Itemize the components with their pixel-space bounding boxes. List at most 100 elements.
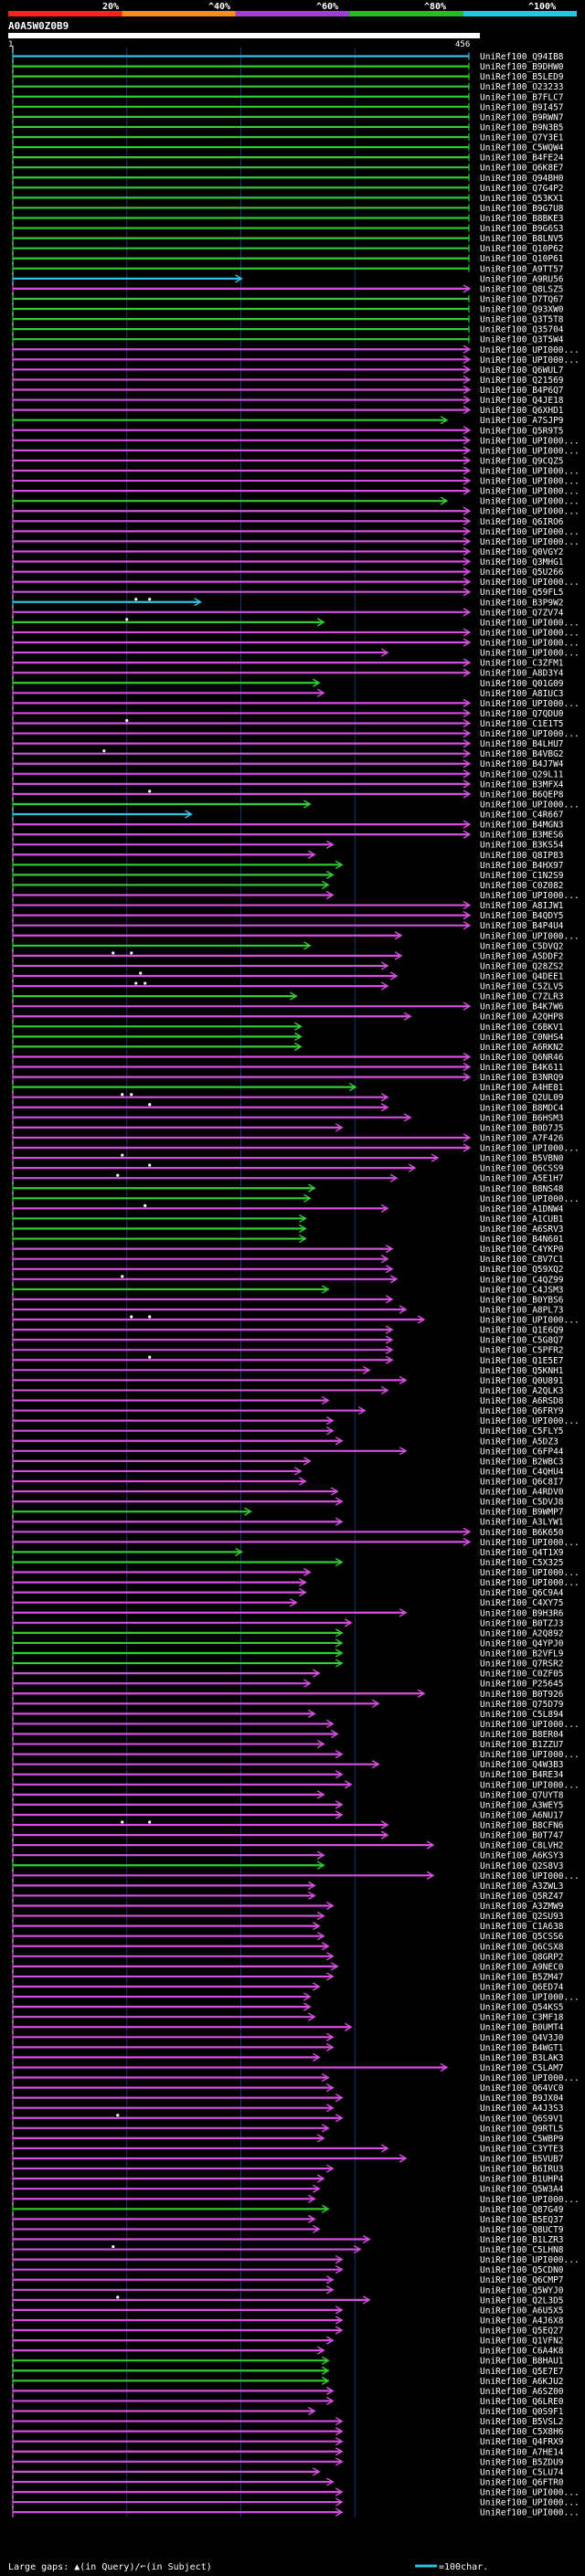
hit-label[interactable]: UniRef100_UPI000...	[480, 527, 580, 537]
hit-row[interactable]: UniRef100_B7FLC7	[12, 92, 564, 102]
hit-label[interactable]: UniRef100_B8NS48	[480, 1184, 564, 1194]
hit-row[interactable]: UniRef100_Q94BH0	[12, 174, 564, 184]
hit-row[interactable]: UniRef100_Q3T5W4	[12, 335, 564, 345]
hit-label[interactable]: UniRef100_C5WQW4	[480, 143, 564, 154]
hit-label[interactable]: UniRef100_C5ZLV5	[480, 982, 564, 992]
hit-label[interactable]: UniRef100_Q5W3A4	[480, 2185, 564, 2195]
hit-label[interactable]: UniRef100_UPI000...	[480, 1194, 580, 1204]
hit-label[interactable]: UniRef100_C6A4K8	[480, 2347, 564, 2357]
hit-row[interactable]: UniRef100_Q4T1X9	[12, 1547, 564, 1558]
hit-row[interactable]: UniRef100_B9G6S3	[12, 224, 564, 234]
hit-label[interactable]: UniRef100_A9RU56	[480, 274, 564, 284]
hit-row[interactable]: UniRef100_Q6CSX8	[12, 1942, 564, 1952]
hit-row[interactable]: UniRef100_B9N3B5	[12, 122, 564, 133]
hit-label[interactable]: UniRef100_B6QEP8	[480, 790, 564, 800]
hit-row[interactable]: UniRef100_A6SRV3	[12, 1224, 564, 1235]
hit-label[interactable]: UniRef100_Q2SU93	[480, 1912, 564, 1922]
hit-row[interactable]: UniRef100_UPI000...	[12, 618, 580, 628]
hit-row[interactable]: UniRef100_D7TQ67	[12, 294, 564, 304]
hit-row[interactable]: UniRef100_A6RKN2	[12, 1042, 564, 1053]
hit-label[interactable]: UniRef100_A3WEY5	[480, 1800, 564, 1810]
hit-label[interactable]: UniRef100_B4K7W6	[480, 1002, 564, 1012]
hit-row[interactable]: UniRef100_Q53KX1	[12, 194, 564, 204]
hit-label[interactable]: UniRef100_Q6S9V1	[480, 2114, 564, 2124]
hit-label[interactable]: UniRef100_Q6LRE0	[480, 2397, 564, 2407]
hit-label[interactable]: UniRef100_UPI000...	[480, 1871, 580, 1882]
hit-label[interactable]: UniRef100_C3ZFM1	[480, 659, 564, 669]
hit-label[interactable]: UniRef100_UPI000...	[480, 355, 580, 366]
hit-row[interactable]: UniRef100_C5X8H6	[12, 2427, 564, 2437]
hit-row[interactable]: UniRef100_B5VUB7	[12, 2154, 564, 2165]
hit-label[interactable]: UniRef100_C5DVJ8	[480, 1498, 564, 1508]
hit-row[interactable]: UniRef100_A6NU17	[12, 1810, 564, 1820]
hit-row[interactable]: UniRef100_A9TT57	[12, 264, 564, 274]
hit-label[interactable]: UniRef100_Q5CSS6	[480, 1932, 564, 1942]
hit-row[interactable]: UniRef100_Q6NR46	[12, 1052, 564, 1063]
hit-label[interactable]: UniRef100_A3ZMW9	[480, 1902, 564, 1912]
hit-row[interactable]: UniRef100_UPI000...	[12, 1193, 580, 1204]
hit-row[interactable]: UniRef100_UPI000...	[12, 1871, 580, 1882]
hit-row[interactable]: UniRef100_Q0VGY2	[12, 546, 564, 557]
hit-label[interactable]: UniRef100_B8BKE3	[480, 214, 564, 224]
hit-row[interactable]: UniRef100_C6A4K8	[12, 2346, 564, 2357]
hit-row[interactable]: UniRef100_B0YBS6	[12, 1295, 564, 1305]
hit-label[interactable]: UniRef100_B5LED9	[480, 72, 564, 82]
hit-row[interactable]: UniRef100_Q6C9A4	[12, 1588, 564, 1598]
hit-row[interactable]: UniRef100_Q6WUL7	[12, 365, 564, 376]
hit-row[interactable]: UniRef100_UPI000...	[12, 1992, 580, 2003]
hit-row[interactable]: UniRef100_UPI000...	[12, 1577, 580, 1588]
hit-row[interactable]: UniRef100_B8ER04	[12, 1729, 564, 1740]
hit-label[interactable]: UniRef100_B6HSM3	[480, 1113, 564, 1123]
hit-row[interactable]: UniRef100_Q1VFN2	[12, 2336, 564, 2347]
hit-row[interactable]: UniRef100_A1DNW4	[12, 1203, 564, 1214]
hit-row[interactable]: UniRef100_B9DHW0	[12, 62, 564, 72]
hit-label[interactable]: UniRef100_B1LZR3	[480, 2235, 564, 2245]
hit-label[interactable]: UniRef100_Q87G49	[480, 2205, 564, 2215]
hit-row[interactable]: UniRef100_A8IUC3	[12, 688, 564, 699]
hit-label[interactable]: UniRef100_A2Q892	[480, 1628, 564, 1638]
hit-label[interactable]: UniRef100_UPI000...	[480, 891, 580, 901]
hit-label[interactable]: UniRef100_B4VBG2	[480, 749, 564, 759]
hit-row[interactable]: UniRef100_C5G8Q7	[12, 1335, 564, 1346]
hit-row[interactable]: UniRef100_P25645	[12, 1679, 564, 1690]
hit-row[interactable]: UniRef100_A8IJW1	[12, 900, 564, 911]
hit-row[interactable]: UniRef100_Q59FL5	[12, 588, 564, 598]
hit-row[interactable]: UniRef100_UPI000...	[12, 1780, 580, 1790]
hit-label[interactable]: UniRef100_B4QDY5	[480, 911, 564, 921]
hit-label[interactable]: UniRef100_Q5WYJ0	[480, 2285, 564, 2295]
hit-label[interactable]: UniRef100_C4YKP0	[480, 1245, 564, 1255]
hit-label[interactable]: UniRef100_UPI000...	[480, 618, 580, 628]
hit-row[interactable]: UniRef100_UPI000...	[12, 728, 580, 739]
hit-row[interactable]: UniRef100_UPI000...	[12, 648, 580, 659]
hit-row[interactable]: UniRef100_UPI000...	[12, 355, 580, 366]
hit-label[interactable]: UniRef100_Q6CSX8	[480, 1942, 564, 1952]
hit-row[interactable]: UniRef100_C8V7C1	[12, 1255, 564, 1265]
hit-row[interactable]: UniRef100_A4J6X8	[12, 2316, 564, 2326]
hit-label[interactable]: UniRef100_Q6CSS9	[480, 1164, 564, 1174]
hit-row[interactable]: UniRef100_UPI000...	[12, 2507, 580, 2518]
hit-row[interactable]: UniRef100_C4QHU4	[12, 1467, 564, 1477]
hit-row[interactable]: UniRef100_B5EQ37	[12, 2214, 564, 2225]
hit-label[interactable]: UniRef100_A6SRV3	[480, 1224, 564, 1235]
hit-row[interactable]: UniRef100_B4P4U4	[12, 921, 564, 931]
hit-row[interactable]: UniRef100_Q01G09	[12, 678, 564, 689]
hit-row[interactable]: UniRef100_Q8UCT9	[12, 2224, 564, 2235]
hit-row[interactable]: UniRef100_C3MF18	[12, 2012, 564, 2023]
hit-label[interactable]: UniRef100_B5ZM47	[480, 1972, 564, 1982]
hit-row[interactable]: UniRef100_UPI000...	[12, 578, 580, 588]
hit-label[interactable]: UniRef100_A4J6X8	[480, 2316, 564, 2326]
hit-row[interactable]: UniRef100_C4R667	[12, 810, 564, 821]
hit-label[interactable]: UniRef100_D7TQ67	[480, 294, 564, 304]
hit-row[interactable]: UniRef100_Q1E6Q9	[12, 1325, 564, 1336]
hit-row[interactable]: UniRef100_B6K650	[12, 1527, 564, 1538]
hit-row[interactable]: UniRef100_UPI000...	[12, 2072, 580, 2083]
hit-row[interactable]: UniRef100_Q6CMP7	[12, 2275, 564, 2285]
hit-label[interactable]: UniRef100_UPI000...	[480, 436, 580, 446]
hit-label[interactable]: UniRef100_Q7QDU0	[480, 709, 564, 719]
hit-label[interactable]: UniRef100_C5L894	[480, 1710, 564, 1720]
hit-label[interactable]: UniRef100_C4JSM3	[480, 1285, 564, 1295]
hit-label[interactable]: UniRef100_Q1VFN2	[480, 2337, 564, 2347]
hit-row[interactable]: UniRef100_UPI000...	[12, 628, 580, 638]
hit-label[interactable]: UniRef100_B4N601	[480, 1235, 564, 1245]
hit-row[interactable]: UniRef100_A6U5X5	[12, 2306, 564, 2316]
